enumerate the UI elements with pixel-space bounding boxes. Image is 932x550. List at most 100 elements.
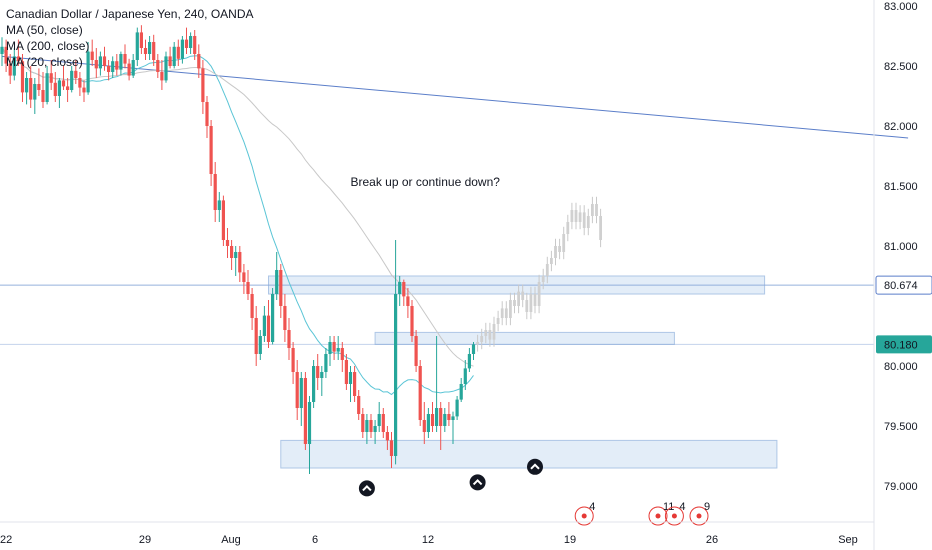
candle-body	[398, 282, 402, 294]
candle-body	[29, 78, 33, 100]
x-tick-label: 12	[422, 534, 434, 546]
candle-body	[312, 366, 316, 402]
event-marker-dot	[655, 513, 661, 519]
candle-body	[156, 60, 160, 72]
legend-ma50: MA (50, close)	[6, 23, 83, 37]
candle-body	[365, 420, 369, 432]
candle-body	[402, 282, 406, 297]
event-marker-icon	[574, 506, 594, 526]
candle-body	[242, 272, 246, 282]
candle-body	[303, 378, 307, 444]
y-tick-label: 81.500	[884, 181, 918, 193]
candle-body	[61, 80, 66, 87]
candle-body	[262, 315, 266, 336]
projection-bar	[578, 212, 582, 222]
up-arrow-chevron	[530, 463, 540, 470]
candles-group	[0, 25, 476, 474]
candle-body	[271, 294, 275, 342]
candle-body	[316, 366, 320, 378]
candle-body	[291, 348, 295, 372]
x-tick-label: 29	[139, 534, 151, 546]
candle-body	[320, 372, 324, 378]
projection-bar	[480, 336, 484, 342]
candle-body	[49, 73, 53, 83]
legend-ma200: MA (200, close)	[6, 39, 90, 53]
projection-bar	[541, 276, 545, 282]
candle-body	[201, 68, 205, 102]
candle-body	[225, 240, 230, 246]
projection-bar	[500, 308, 504, 318]
candle-body	[82, 87, 86, 93]
x-tick-label: Sep	[838, 534, 858, 546]
candle-body	[447, 414, 451, 420]
candle-body	[164, 56, 168, 81]
projection-bar	[545, 264, 549, 276]
y-tick-label: 83.000	[884, 1, 918, 13]
projection-bar	[484, 330, 488, 336]
candle-body	[357, 396, 361, 414]
candle-body	[353, 372, 357, 396]
projection-bar	[550, 258, 553, 264]
candle-body	[389, 440, 394, 456]
candle-body	[418, 366, 422, 420]
projection-bar	[513, 300, 516, 306]
projection-bar	[558, 246, 561, 252]
projection-bar	[599, 216, 602, 240]
candle-body	[45, 73, 49, 102]
price-label: 80.180	[884, 339, 918, 351]
candle-body	[377, 414, 381, 426]
price-label-box	[875, 275, 932, 295]
price-label: 80.674	[884, 280, 918, 292]
candle-body	[435, 408, 439, 426]
candle-body	[361, 414, 365, 432]
annotation-text: Break up or continue down?	[351, 175, 501, 189]
candle-body	[4, 46, 8, 64]
event-marker-icon	[648, 506, 668, 526]
projection-bar	[595, 204, 598, 216]
projection-bar	[517, 291, 520, 306]
up-arrow-icon	[358, 480, 375, 497]
y-tick-label: 81.000	[884, 241, 918, 253]
candle-body	[193, 36, 197, 54]
candle-body	[348, 372, 353, 384]
projection-bar	[525, 300, 529, 312]
up-arrow-chevron	[362, 484, 372, 492]
candle-body	[340, 348, 344, 360]
candle-body	[463, 368, 467, 384]
projection-bar	[570, 210, 574, 222]
candle-body	[115, 61, 119, 70]
candle-body	[443, 414, 447, 426]
up-arrow-icon	[469, 474, 486, 491]
event-marker-icon	[664, 506, 684, 526]
candle-body	[430, 414, 435, 426]
up-arrow-chevron	[472, 478, 483, 486]
candle-body	[410, 306, 414, 336]
projection-bar	[591, 204, 594, 216]
candle-body	[422, 420, 426, 432]
candle-body	[209, 126, 213, 174]
x-tick-label: 19	[564, 534, 576, 546]
projection-bar	[566, 222, 570, 234]
support-zone-2	[374, 331, 675, 345]
candle-body	[459, 384, 463, 400]
candle-body	[258, 336, 262, 354]
candle-body	[127, 63, 131, 76]
candle-body	[0, 46, 4, 54]
candle-body	[230, 246, 234, 258]
candle-body	[221, 200, 225, 240]
candle-body	[381, 414, 385, 432]
candle-body	[266, 315, 271, 342]
candle-body	[184, 39, 189, 48]
candle-body	[332, 342, 336, 352]
candle-body	[467, 354, 471, 369]
projection-bar	[509, 300, 512, 318]
projection-bar	[521, 291, 525, 300]
chart-legend: Canadian Dollar / Japanese Yen, 240, OAN…	[6, 6, 254, 70]
candle-body	[172, 46, 176, 66]
projection-bar	[504, 308, 508, 318]
candle-body	[439, 408, 443, 426]
legend-ma20: MA (20, close)	[6, 55, 83, 69]
candle-body	[287, 330, 291, 348]
projection-bar	[582, 212, 586, 228]
